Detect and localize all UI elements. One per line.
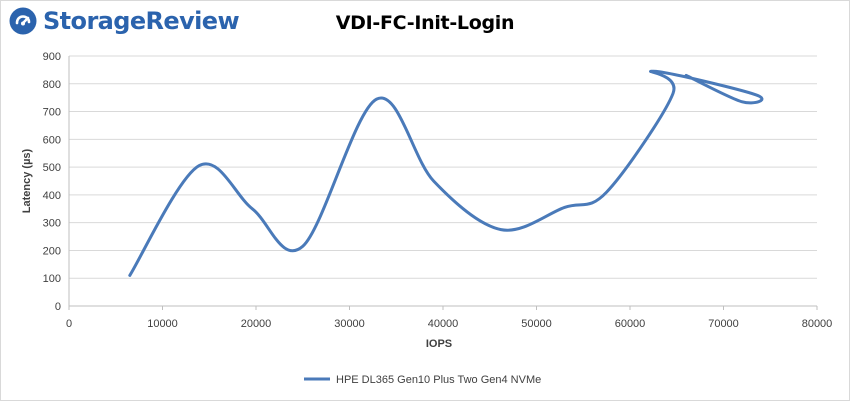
y-tick-label: 800	[43, 79, 61, 91]
series-line	[128, 69, 764, 277]
legend: HPE DL365 Gen10 Plus Two Gen4 NVMe	[304, 374, 541, 386]
y-tick-label: 600	[43, 134, 61, 146]
axes	[68, 56, 817, 307]
storagereview-logo-icon	[9, 7, 37, 35]
y-tick-label: 500	[43, 162, 61, 174]
series-group	[128, 69, 764, 277]
x-axis-ticks: 0 10000 20000 30000 40000 50000 60000 70000 8000…	[66, 306, 832, 330]
y-tick-label: 900	[43, 51, 61, 63]
x-tick-label: 20000	[241, 318, 272, 330]
y-axis-label: Latency (µs)	[21, 148, 33, 213]
storagereview-logo: StorageReview	[8, 6, 240, 36]
legend-label: HPE DL365 Gen10 Plus Two Gen4 NVMe	[336, 374, 541, 386]
x-tick-label: 80000	[802, 318, 833, 330]
gridlines	[69, 55, 817, 279]
y-tick-label: 700	[43, 107, 61, 119]
y-tick-label: 100	[43, 273, 61, 285]
x-tick-label: 50000	[521, 318, 552, 330]
y-tick-label: 300	[43, 218, 61, 230]
x-axis-label: IOPS	[426, 338, 452, 350]
x-tick-label: 40000	[428, 318, 459, 330]
x-tick-label: 0	[66, 318, 72, 330]
x-tick-label: 60000	[615, 318, 646, 330]
x-tick-label: 30000	[334, 318, 365, 330]
y-axis-ticks: 0 100 200 300 400 500 600 700 800 900	[43, 51, 61, 313]
x-tick-label: 70000	[708, 318, 739, 330]
brand-name: StorageReview	[43, 7, 240, 35]
chart-title: VDI-FC-Init-Login	[335, 12, 515, 34]
y-tick-label: 400	[43, 190, 61, 202]
y-tick-label: 0	[55, 301, 61, 313]
x-tick-label: 10000	[147, 318, 178, 330]
y-tick-label: 200	[43, 245, 61, 257]
